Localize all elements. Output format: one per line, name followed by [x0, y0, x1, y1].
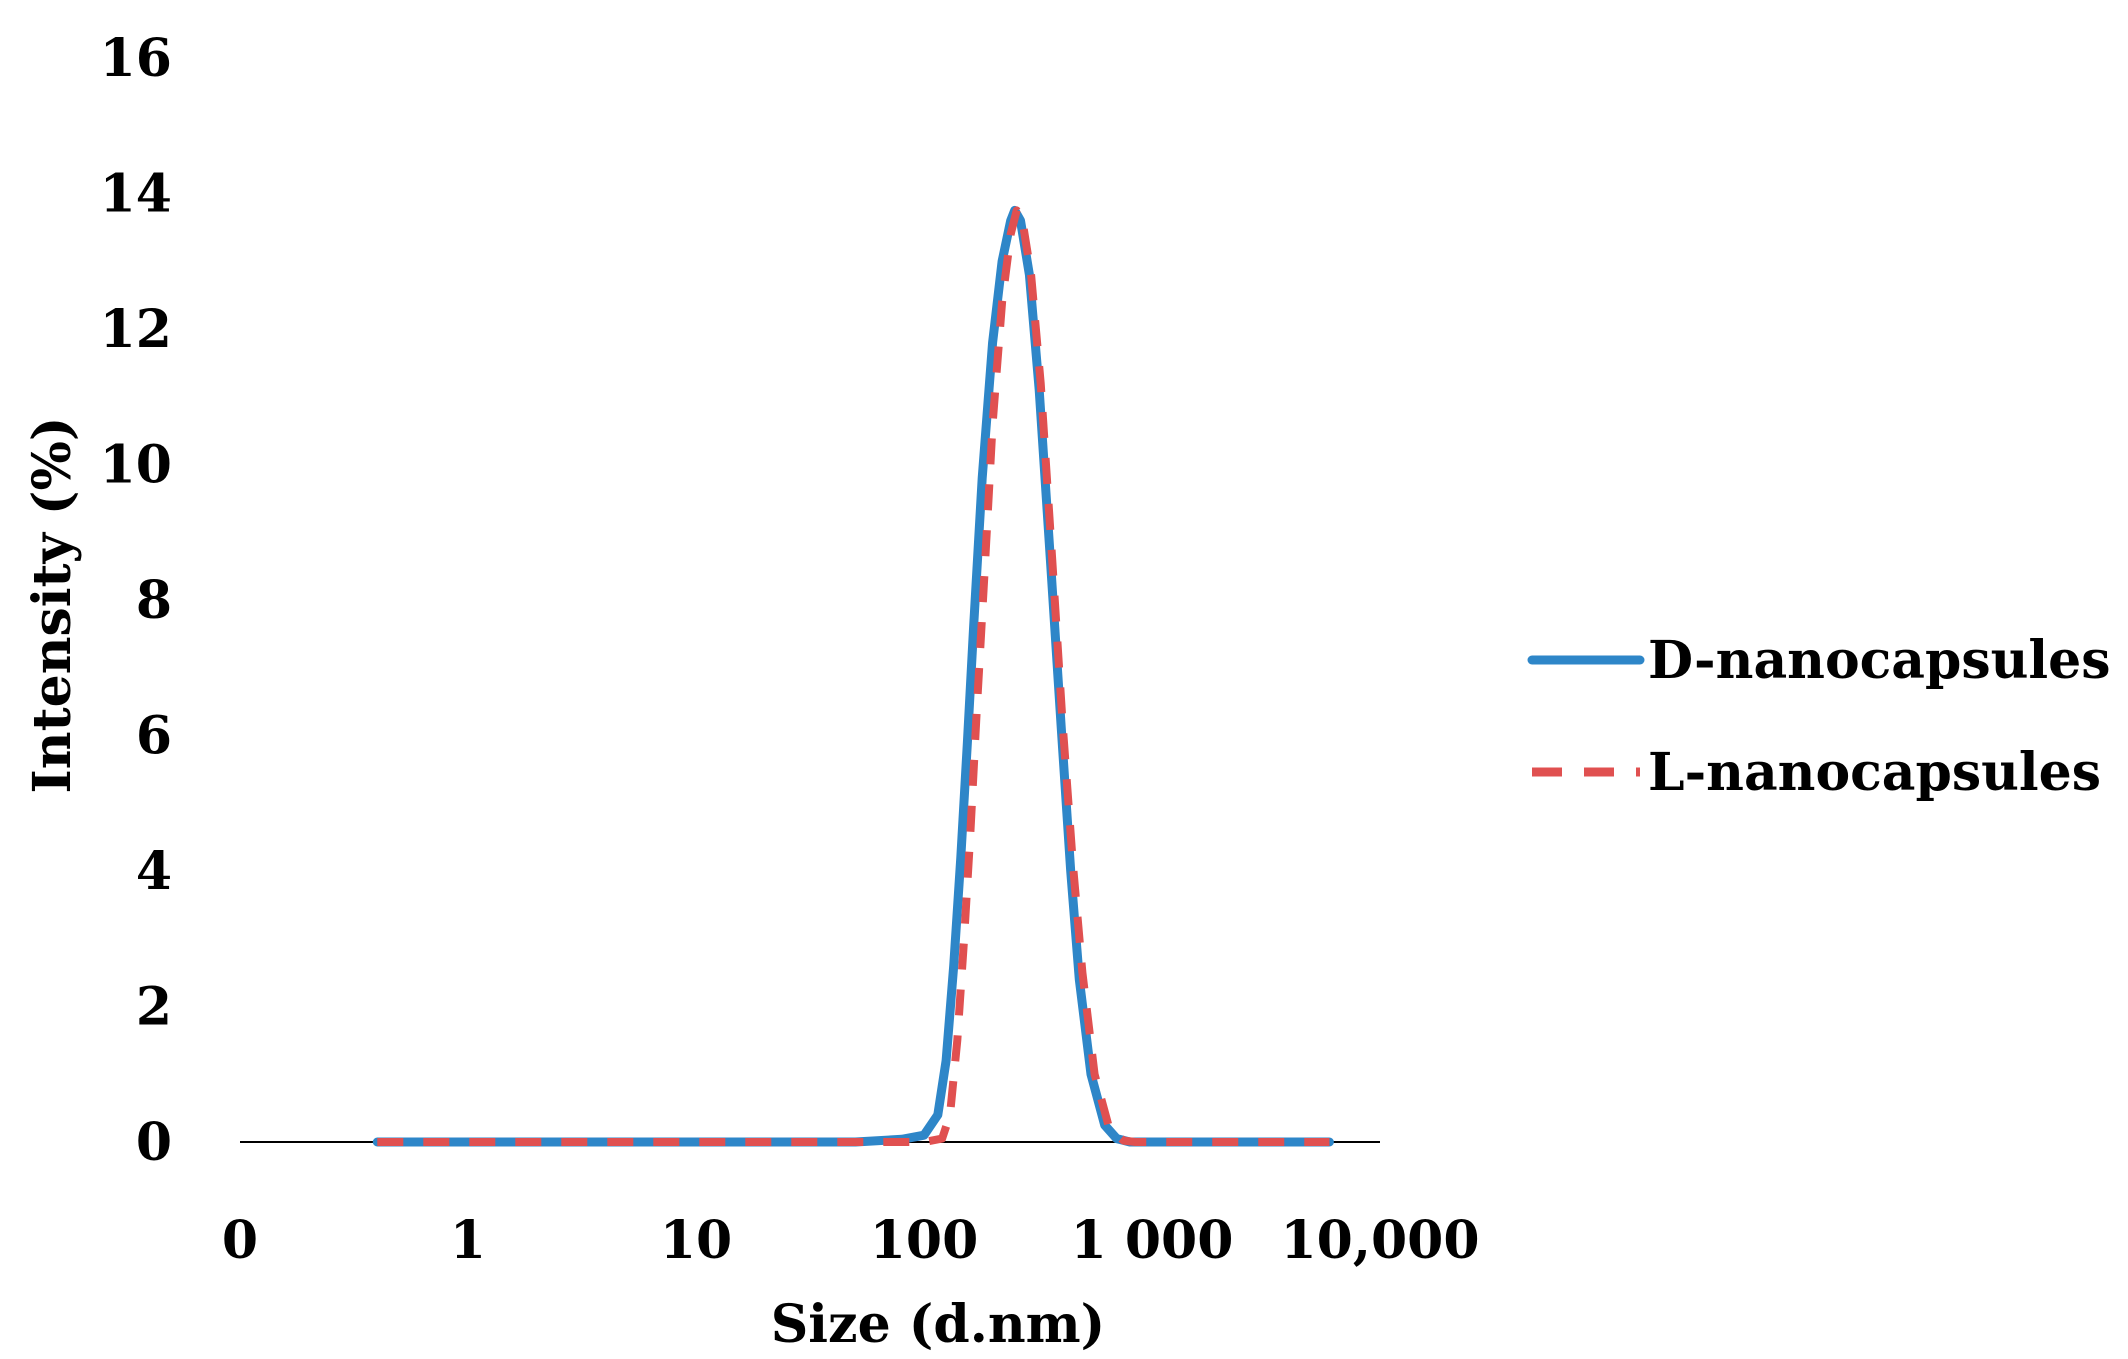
- y-tick-label: 14: [100, 164, 172, 225]
- y-tick-label: 8: [136, 570, 172, 631]
- legend: D-nanocapsules L-nanocapsules: [1527, 630, 2111, 803]
- y-tick-label: 10: [100, 435, 172, 496]
- x-tick-label: 0: [222, 1210, 258, 1271]
- series-line-l-nanocapsules: [377, 206, 1330, 1146]
- legend-label: D-nanocapsules: [1648, 630, 2111, 691]
- x-tick-label: 1: [450, 1210, 486, 1271]
- y-axis-ticks: 0 2 4 6 8 10 12 14 16: [100, 28, 172, 1173]
- plot-area: [240, 205, 1380, 1147]
- x-tick-label: 10,000: [1280, 1210, 1479, 1271]
- y-tick-label: 4: [136, 841, 172, 902]
- legend-label: L-nanocapsules: [1648, 742, 2101, 803]
- y-tick-label: 6: [136, 706, 172, 767]
- x-tick-label: 100: [870, 1210, 979, 1271]
- y-tick-label: 12: [100, 299, 172, 360]
- x-tick-label: 10: [660, 1210, 732, 1271]
- y-tick-label: 16: [100, 28, 172, 89]
- series-line-d-nanocapsules: [372, 205, 1334, 1147]
- y-tick-label: 2: [136, 977, 172, 1038]
- y-tick-label: 0: [136, 1112, 172, 1173]
- x-axis-ticks: 0 1 10 100 1 000 10,000: [222, 1210, 1480, 1271]
- y-axis-title: Intensity (%): [22, 416, 83, 793]
- x-axis-title: Size (d.nm): [771, 1294, 1106, 1355]
- x-tick-label: 1 000: [1071, 1210, 1234, 1271]
